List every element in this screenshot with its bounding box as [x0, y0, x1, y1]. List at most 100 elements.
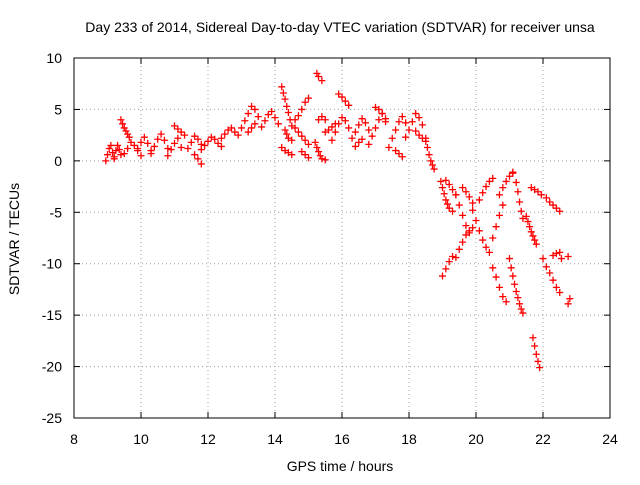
data-point: [485, 248, 493, 256]
data-point: [264, 111, 272, 119]
data-point: [345, 101, 353, 109]
data-point: [405, 126, 413, 134]
data-point: [509, 169, 517, 177]
data-point: [160, 136, 168, 144]
y-tick-label: -10: [42, 256, 62, 272]
data-point: [122, 127, 130, 135]
data-point: [442, 176, 450, 184]
data-point: [120, 124, 128, 132]
data-point: [506, 255, 513, 263]
data-point: [345, 124, 353, 132]
series-arc18: [281, 126, 296, 144]
data-point: [398, 113, 406, 121]
data-point: [408, 118, 416, 126]
data-point: [355, 121, 363, 129]
data-point: [539, 255, 547, 263]
data-point: [519, 309, 527, 317]
data-point: [291, 124, 299, 132]
data-point: [492, 273, 500, 281]
series-arc23: [313, 69, 326, 85]
data-point: [524, 218, 532, 226]
x-tick-label: 12: [200, 431, 216, 447]
data-point: [191, 132, 199, 140]
data-point: [114, 141, 122, 149]
data-point: [305, 140, 312, 148]
data-point: [358, 115, 366, 123]
data-point: [423, 143, 431, 151]
data-point: [217, 142, 225, 150]
series-arc21: [298, 148, 312, 162]
x-tick-label: 8: [70, 431, 78, 447]
x-axis-title: GPS time / hours: [287, 458, 394, 474]
data-point: [552, 249, 560, 257]
data-point: [514, 188, 522, 196]
data-point: [335, 120, 343, 128]
data-point: [177, 143, 185, 151]
data-point: [204, 137, 212, 145]
data-point: [552, 204, 560, 212]
data-point: [527, 228, 535, 236]
data-point: [549, 201, 557, 209]
data-point: [449, 186, 457, 194]
data-point: [294, 128, 302, 136]
data-point: [318, 77, 326, 85]
data-point: [214, 139, 222, 147]
data-point: [495, 191, 503, 199]
y-tick-label: 10: [46, 50, 62, 66]
data-point: [281, 126, 289, 134]
data-point: [107, 141, 115, 149]
y-tick-label: 5: [54, 101, 62, 117]
data-point: [482, 183, 490, 191]
data-point: [412, 127, 420, 135]
data-point: [117, 151, 125, 159]
data-point: [489, 174, 497, 182]
data-point: [283, 130, 291, 138]
data-point: [361, 119, 369, 127]
data-point: [294, 112, 302, 120]
data-point: [475, 227, 483, 235]
data-point: [415, 114, 423, 122]
data-point: [105, 145, 113, 153]
data-point: [315, 116, 323, 124]
data-point: [125, 133, 133, 141]
x-tick-label: 16: [334, 431, 350, 447]
series-arc09: [184, 132, 205, 153]
data-point: [516, 300, 524, 308]
data-point: [248, 102, 256, 110]
data-point: [502, 177, 510, 185]
data-point: [117, 116, 125, 124]
data-point: [110, 153, 118, 161]
ticks: 8 10 12 14 16 18 20 22 24 -25 -20 -15 -10 -5 0 5 10: [42, 50, 618, 447]
series-arc55: [549, 248, 565, 263]
data-point: [392, 126, 400, 134]
data-point: [102, 157, 110, 165]
data-point: [120, 150, 128, 158]
data-point: [427, 157, 435, 165]
data-point: [231, 128, 239, 136]
data-point: [341, 97, 349, 105]
series-arc39: [452, 191, 473, 237]
data-point: [335, 90, 343, 98]
series-arc52: [527, 184, 545, 199]
series-arc03: [117, 116, 133, 141]
data-point: [298, 105, 306, 113]
data-point: [104, 151, 111, 159]
data-point: [532, 350, 540, 358]
data-point: [449, 253, 457, 261]
data-point: [439, 272, 446, 280]
chart-title: Day 233 of 2014, Sidereal Day-to-day VTE…: [85, 19, 595, 35]
data-point: [516, 198, 524, 206]
data-point: [217, 134, 225, 142]
x-tick-label: 10: [133, 431, 149, 447]
series-arc15: [258, 107, 282, 131]
data-point: [298, 148, 306, 156]
data-point: [124, 130, 132, 138]
series-arc02: [110, 141, 125, 161]
data-point: [445, 258, 453, 266]
data-point: [278, 83, 286, 91]
data-point: [321, 116, 329, 124]
data-point: [499, 293, 507, 301]
data-point: [552, 283, 560, 291]
data-point: [301, 98, 309, 106]
